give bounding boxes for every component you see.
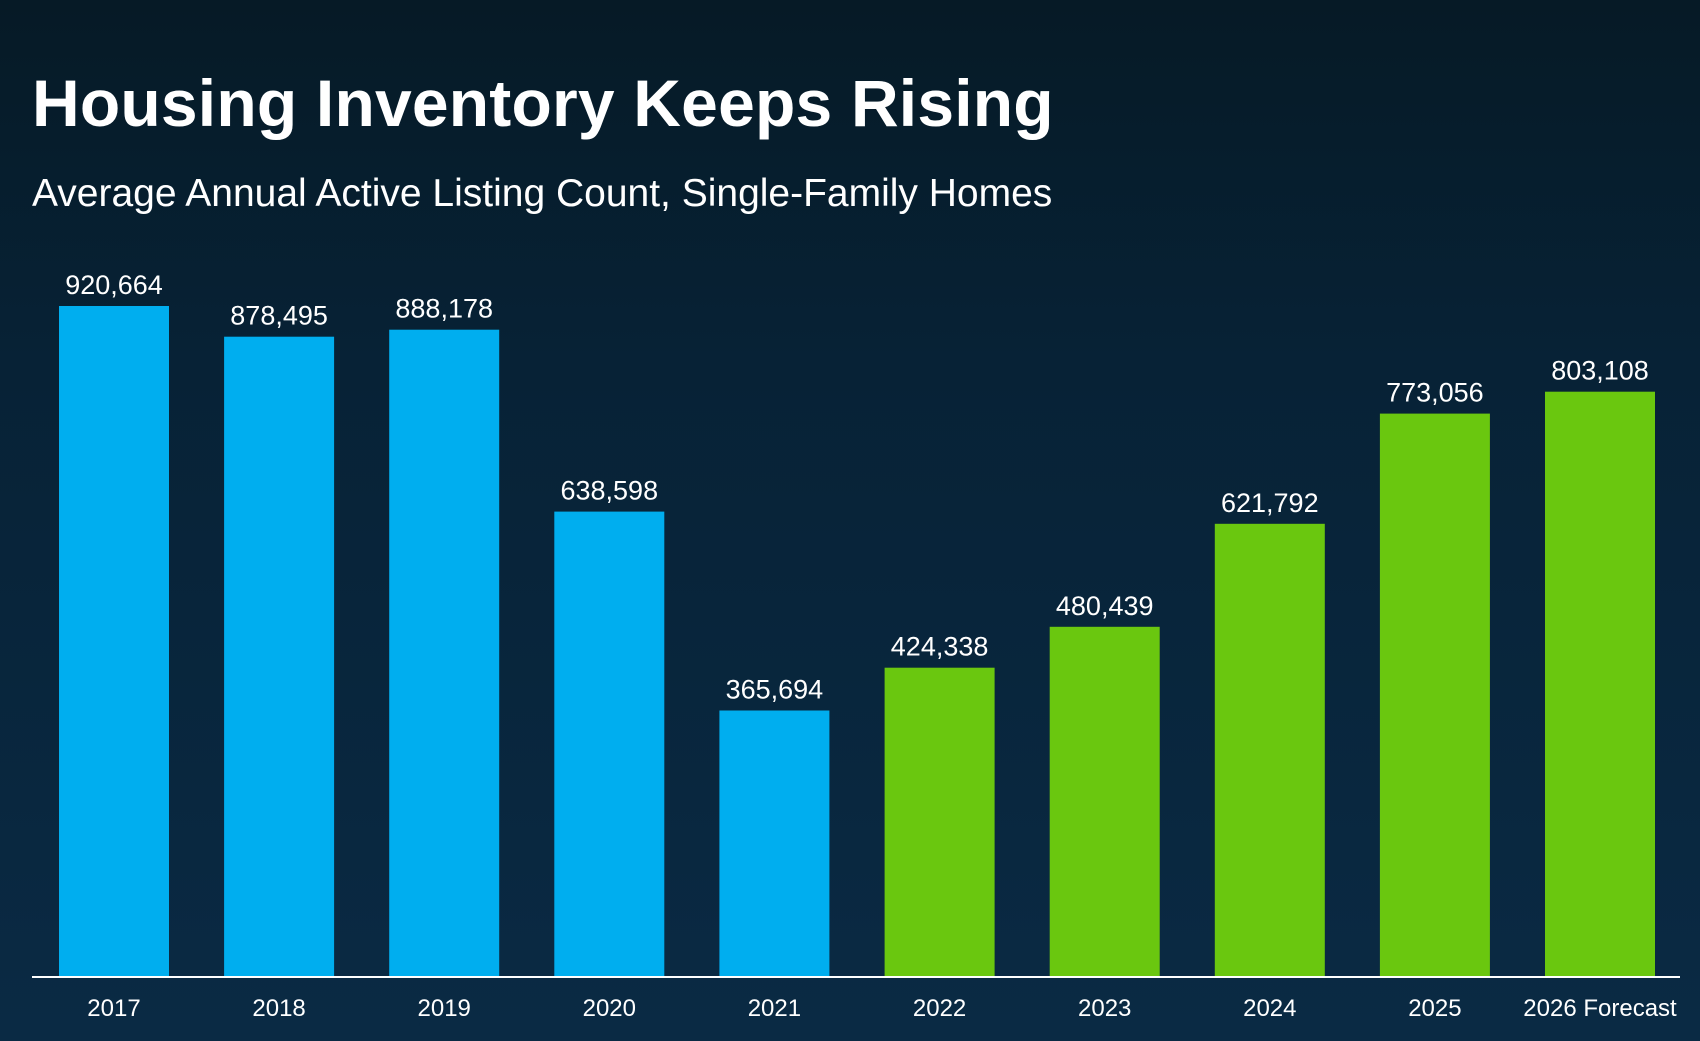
bar-2023 xyxy=(1049,626,1160,977)
bar-2021 xyxy=(719,710,830,977)
x-axis-ticks-layer: 2017 2018 2019 2020 2021 2022 2023 2024 2025 2026… xyxy=(87,995,1677,1022)
value-label-2025: 773,056 xyxy=(1386,378,1484,408)
x-tick-label-2026-forecast: 2026 Forecast xyxy=(1523,995,1677,1022)
value-labels-layer: 920,664 878,495 888,178 638,598 365,694 424,3… xyxy=(65,270,1649,705)
x-tick-label-2017: 2017 xyxy=(87,995,140,1022)
value-label-2024: 621,792 xyxy=(1221,488,1319,518)
bar-2017 xyxy=(59,306,169,977)
x-tick-label-2024: 2024 xyxy=(1243,995,1296,1022)
bar-2019 xyxy=(389,329,500,977)
bar-2026-forecast xyxy=(1545,391,1655,977)
x-tick-label-2018: 2018 xyxy=(252,995,305,1022)
x-tick-label-2019: 2019 xyxy=(418,995,471,1022)
value-label-2017: 920,664 xyxy=(65,270,163,300)
value-label-2026-forecast: 803,108 xyxy=(1551,356,1649,386)
x-tick-label-2021: 2021 xyxy=(748,995,801,1022)
chart-subtitle: Average Annual Active Listing Count, Sin… xyxy=(32,172,1053,215)
x-tick-label-2020: 2020 xyxy=(583,995,636,1022)
chart-title: Housing Inventory Keeps Rising xyxy=(32,66,1054,140)
value-label-2019: 888,178 xyxy=(395,294,493,324)
bar-2018 xyxy=(224,336,335,977)
bar-2020 xyxy=(554,511,665,977)
value-label-2022: 424,338 xyxy=(891,632,989,662)
bars-layer xyxy=(59,306,1655,978)
bar-2022 xyxy=(884,667,995,977)
x-tick-label-2023: 2023 xyxy=(1078,995,1131,1022)
x-tick-label-2022: 2022 xyxy=(913,995,966,1022)
x-tick-label-2025: 2025 xyxy=(1408,995,1461,1022)
value-label-2023: 480,439 xyxy=(1056,591,1154,621)
value-label-2020: 638,598 xyxy=(560,476,658,506)
value-label-2018: 878,495 xyxy=(230,301,328,331)
value-label-2021: 365,694 xyxy=(726,675,824,705)
bar-2024 xyxy=(1214,523,1325,977)
bar-2025 xyxy=(1379,413,1490,978)
